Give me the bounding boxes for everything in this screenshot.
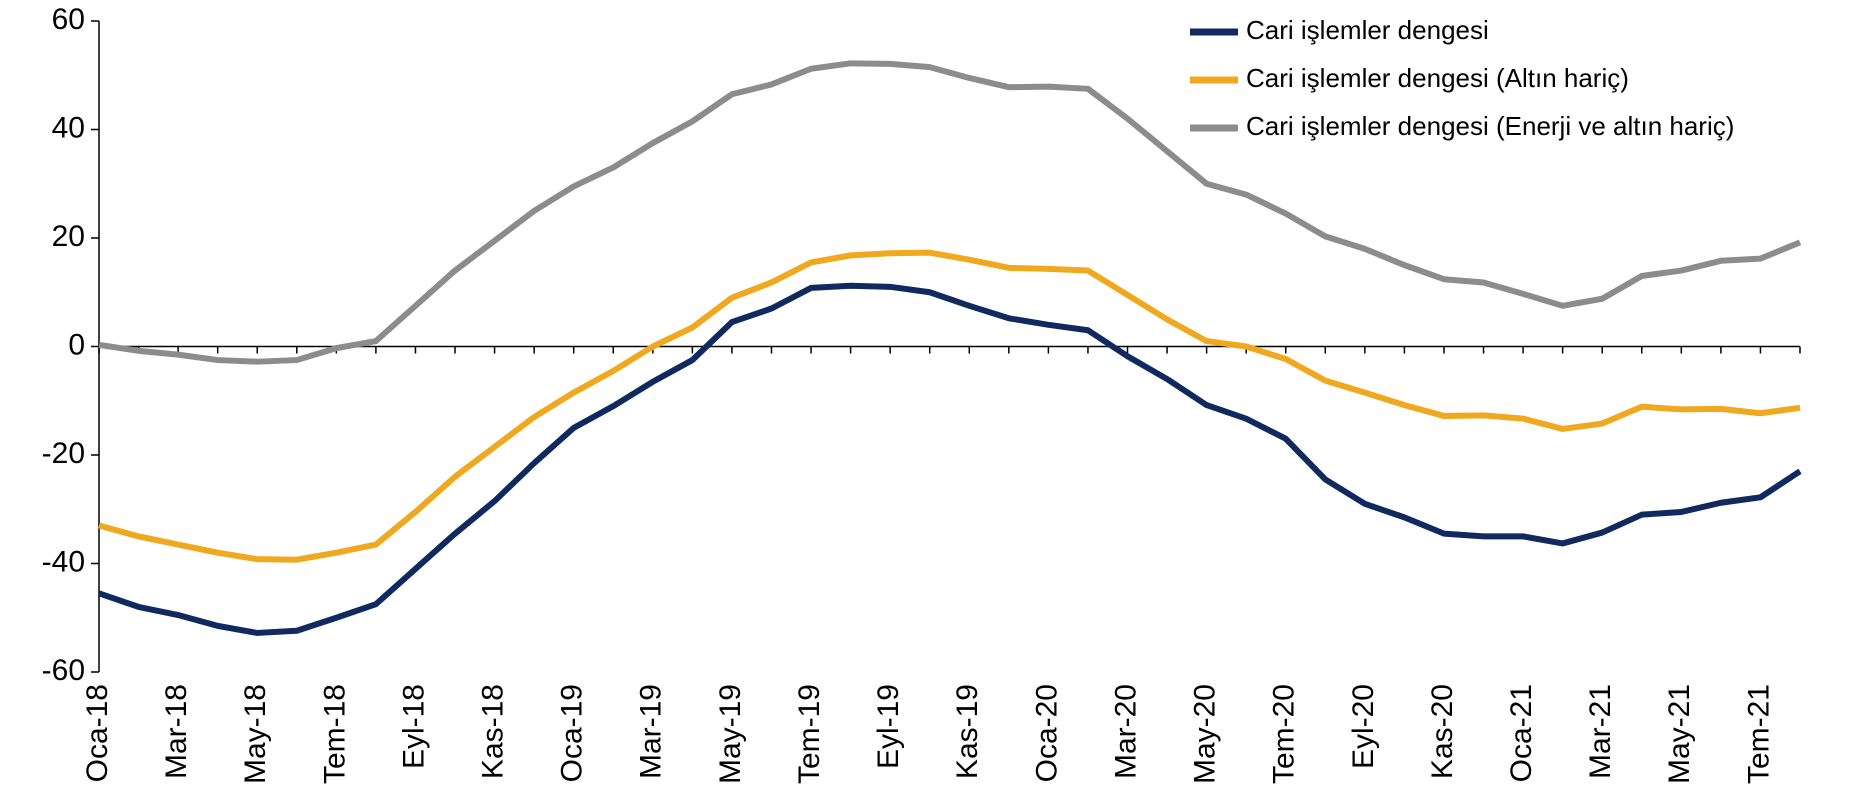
x-tick-label: Oca-18 [81, 684, 114, 782]
series-line [98, 249, 1801, 563]
x-tick-label: May-21 [1663, 684, 1696, 784]
series-line [98, 60, 1802, 365]
x-tick-label: Oca-21 [1505, 684, 1538, 782]
y-tick-label: -20 [42, 437, 85, 470]
x-tick-label: Kas-19 [951, 684, 984, 779]
x-tick-label: Oca-20 [1030, 684, 1063, 782]
y-tick-label: 40 [52, 111, 85, 144]
y-tick-label: 0 [68, 328, 85, 361]
x-tick-label: Eyl-19 [872, 684, 905, 769]
x-tick-label: Tem-19 [793, 684, 826, 784]
y-tick-label: -60 [42, 654, 85, 687]
x-tick-label: Eyl-20 [1347, 684, 1380, 769]
series-line [98, 282, 1802, 636]
x-tick-label: Tem-18 [318, 684, 351, 784]
x-tick-label: May-20 [1189, 684, 1222, 784]
x-tick-label: Mar-18 [160, 684, 193, 779]
x-tick-label: Tem-21 [1742, 684, 1775, 784]
x-tick-label: Kas-18 [477, 684, 510, 779]
x-tick-label: May-18 [239, 684, 272, 784]
x-tick-label: Eyl-18 [397, 684, 430, 769]
legend-label: Cari işlemler dengesi (Enerji ve altın h… [1246, 111, 1734, 141]
x-tick-label: Mar-19 [635, 684, 668, 779]
y-tick-label: 60 [52, 3, 85, 36]
legend-label: Cari işlemler dengesi (Altın hariç) [1246, 63, 1629, 93]
x-tick-label: Oca-19 [556, 684, 589, 782]
legend-label: Cari işlemler dengesi [1246, 15, 1489, 45]
x-tick-label: Kas-20 [1426, 684, 1459, 779]
x-tick-label: Mar-21 [1584, 684, 1617, 779]
y-tick-label: -40 [42, 545, 85, 578]
x-tick-label: Tem-20 [1268, 684, 1301, 784]
x-tick-label: Mar-20 [1109, 684, 1142, 779]
y-tick-label: 20 [52, 220, 85, 253]
x-tick-label: May-19 [714, 684, 747, 784]
